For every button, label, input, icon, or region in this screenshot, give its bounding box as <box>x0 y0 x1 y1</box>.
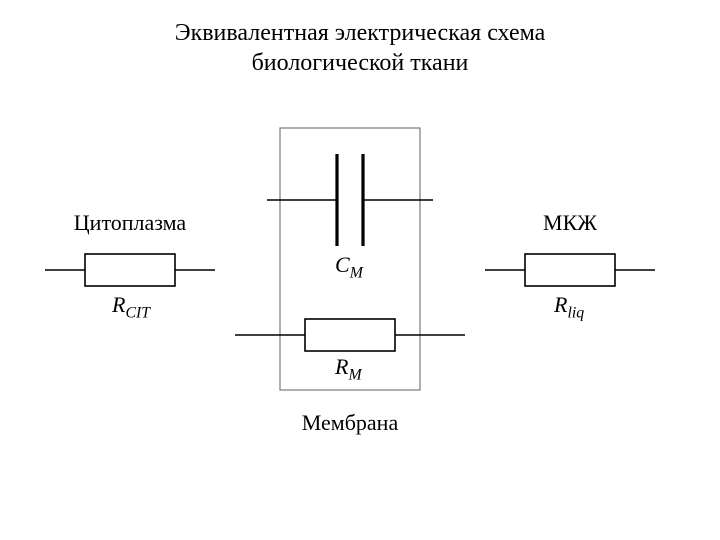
symbol-c-m-base: C <box>335 252 350 277</box>
symbol-c-m: CM <box>335 252 363 282</box>
diagram-stage: Эквивалентная электрическая схема биолог… <box>0 0 720 540</box>
symbol-r-liq-sub: liq <box>567 304 584 321</box>
symbol-r-m: RM <box>335 354 362 384</box>
symbol-c-m-sub: M <box>350 264 363 281</box>
symbol-r-cit: RCIT <box>112 292 150 322</box>
label-icf: МКЖ <box>480 210 660 236</box>
symbol-r-cit-base: R <box>112 292 125 317</box>
symbol-r-m-sub: M <box>348 366 361 383</box>
label-cytoplasm: Цитоплазма <box>40 210 220 236</box>
symbol-r-cit-sub: CIT <box>125 304 150 321</box>
label-membrane: Мембрана <box>260 410 440 436</box>
symbol-r-liq-base: R <box>554 292 567 317</box>
symbol-r-m-base: R <box>335 354 348 379</box>
symbol-r-liq: Rliq <box>554 292 584 322</box>
